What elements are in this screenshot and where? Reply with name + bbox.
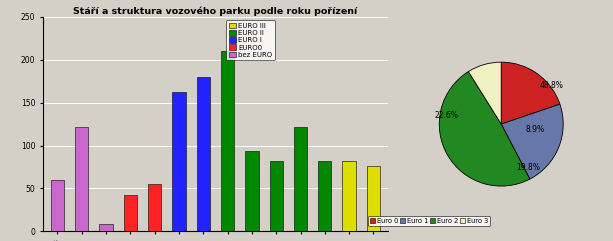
Bar — [197, 77, 210, 231]
Bar — [99, 225, 113, 231]
Legend: EURO III, EURO II, EURO I, EURO0, bez EURO: EURO III, EURO II, EURO I, EURO0, bez EU… — [226, 20, 275, 60]
Bar — [318, 161, 332, 231]
Bar — [221, 51, 234, 231]
Bar — [367, 166, 380, 231]
Wedge shape — [468, 62, 501, 124]
Wedge shape — [501, 104, 563, 179]
Bar — [245, 151, 259, 231]
Legend: Euro 0, Euro 1, Euro 2, Euro 3: Euro 0, Euro 1, Euro 2, Euro 3 — [368, 216, 490, 226]
Bar — [270, 161, 283, 231]
Text: 19.8%: 19.8% — [516, 163, 540, 172]
Text: 22.6%: 22.6% — [435, 111, 459, 120]
Bar — [294, 127, 307, 231]
Wedge shape — [440, 72, 530, 186]
Bar — [148, 184, 161, 231]
Text: 48.8%: 48.8% — [540, 81, 564, 90]
Text: 8.9%: 8.9% — [525, 125, 544, 134]
Title: Stáří a struktura vozového parku podle roku pořízení: Stáří a struktura vozového parku podle r… — [74, 7, 357, 16]
Bar — [343, 161, 356, 231]
Bar — [51, 180, 64, 231]
Bar — [124, 195, 137, 231]
Wedge shape — [501, 62, 560, 124]
Bar — [75, 127, 88, 231]
Bar — [172, 92, 186, 231]
